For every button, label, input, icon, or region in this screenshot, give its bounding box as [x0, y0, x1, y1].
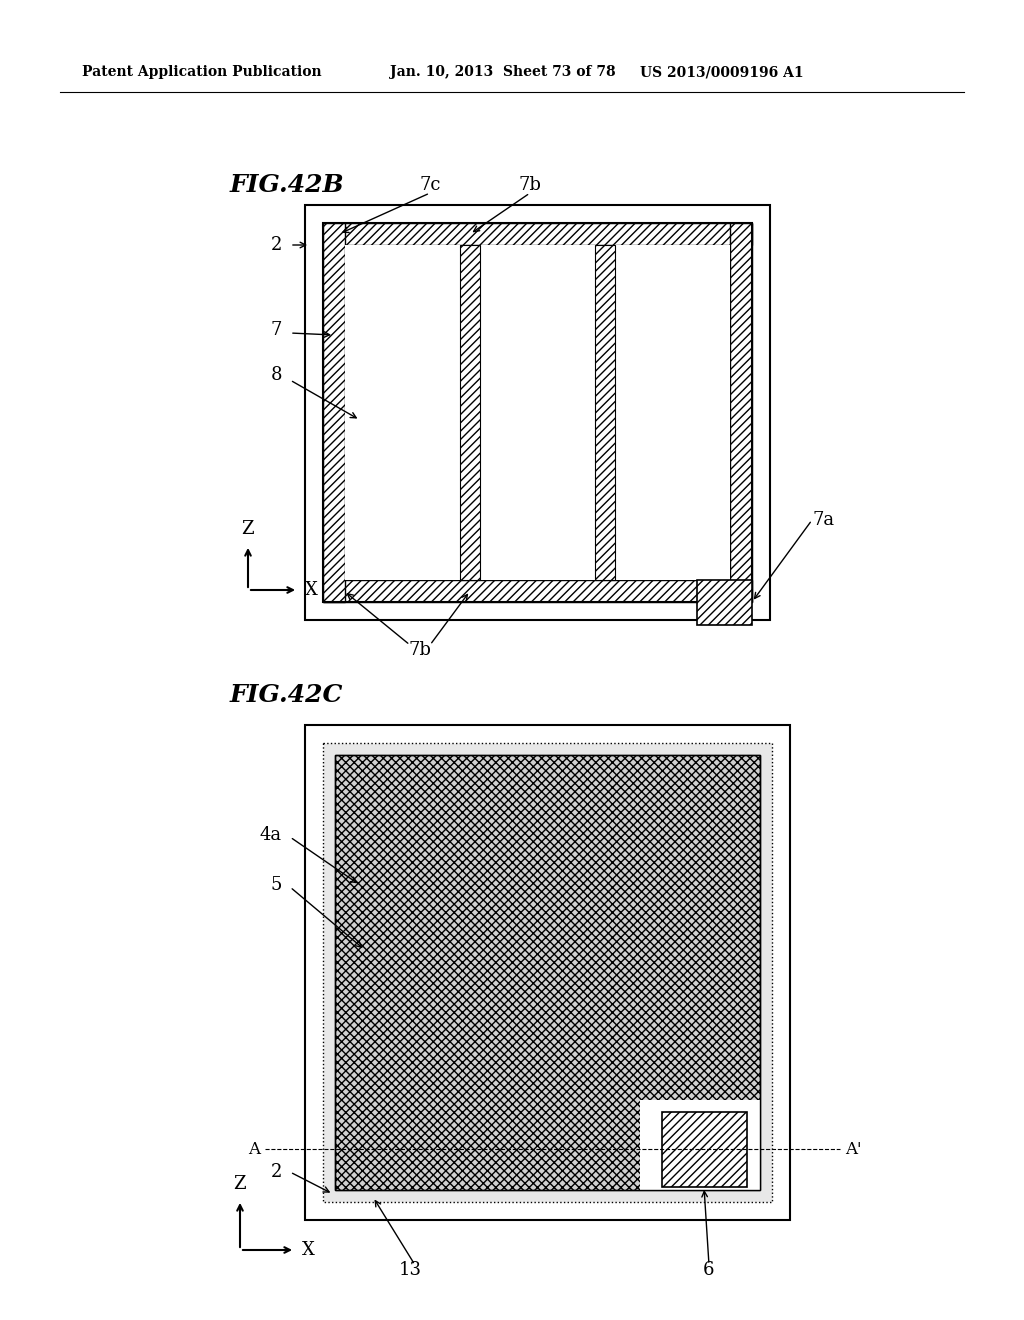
Bar: [323, 223, 752, 602]
Text: 6: 6: [703, 1261, 715, 1279]
Text: Patent Application Publication: Patent Application Publication: [82, 65, 322, 79]
Text: X: X: [302, 1241, 314, 1259]
Bar: [305, 725, 790, 1220]
Text: A: A: [248, 1140, 260, 1158]
Text: Jan. 10, 2013  Sheet 73 of 78: Jan. 10, 2013 Sheet 73 of 78: [390, 65, 615, 79]
Text: US 2013/0009196 A1: US 2013/0009196 A1: [640, 65, 804, 79]
Bar: [345, 246, 730, 579]
Text: 4a: 4a: [260, 826, 282, 843]
Bar: [662, 1111, 746, 1187]
Bar: [323, 223, 345, 602]
Text: 7b: 7b: [409, 642, 431, 659]
Text: 13: 13: [398, 1261, 422, 1279]
Bar: [335, 755, 760, 1191]
Text: Z: Z: [242, 520, 254, 539]
Text: 7c: 7c: [419, 176, 440, 194]
Bar: [640, 1100, 760, 1191]
Text: 2: 2: [270, 1163, 282, 1181]
Bar: [305, 205, 770, 620]
Text: 7a: 7a: [812, 511, 835, 529]
Bar: [730, 223, 752, 602]
Text: A': A': [845, 1140, 861, 1158]
Text: FIG.42C: FIG.42C: [230, 682, 343, 708]
Text: 8: 8: [270, 366, 282, 384]
Bar: [323, 743, 772, 1203]
Bar: [335, 755, 760, 1191]
Bar: [323, 223, 752, 246]
Bar: [595, 246, 615, 579]
Text: 7b: 7b: [518, 176, 542, 194]
Text: 5: 5: [270, 876, 282, 894]
Bar: [697, 579, 752, 624]
Bar: [323, 579, 752, 602]
Bar: [460, 246, 480, 579]
Text: Z: Z: [233, 1175, 247, 1193]
Text: FIG.42B: FIG.42B: [230, 173, 345, 197]
Text: X: X: [305, 581, 317, 599]
Text: 2: 2: [270, 236, 282, 253]
Text: 7: 7: [270, 321, 282, 339]
